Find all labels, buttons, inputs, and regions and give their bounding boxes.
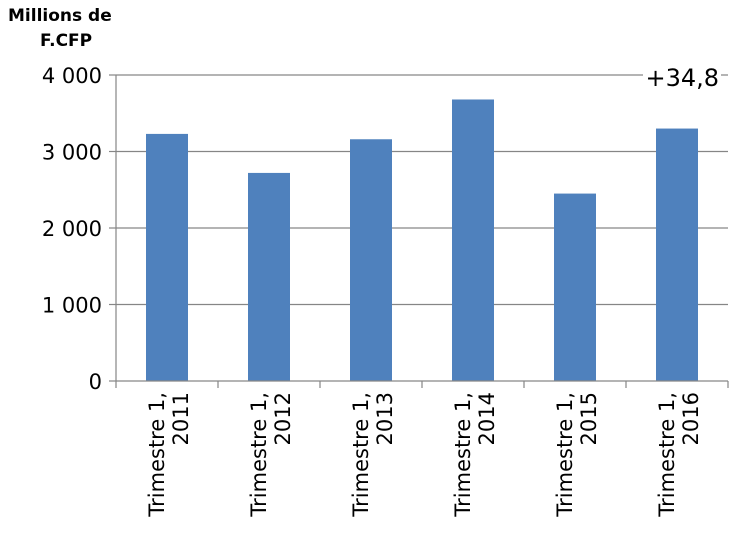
x-tick-label: Trimestre 1,2015 <box>553 392 601 518</box>
axes <box>109 74 729 388</box>
x-tick-label: Trimestre 1,2012 <box>247 392 295 518</box>
svg-text:Trimestre 1,2013: Trimestre 1,2013 <box>349 392 397 518</box>
bar <box>350 139 392 381</box>
y-tick-label: 2 000 <box>42 217 102 241</box>
x-tick-label: Trimestre 1,2014 <box>451 392 499 518</box>
svg-text:Trimestre 1,2012: Trimestre 1,2012 <box>247 392 295 518</box>
svg-text:Trimestre 1,2011: Trimestre 1,2011 <box>145 392 193 518</box>
change-annotation: +34,8 <box>643 64 721 92</box>
x-tick-label: Trimestre 1,2013 <box>349 392 397 518</box>
svg-text:Trimestre 1,2016: Trimestre 1,2016 <box>655 392 703 518</box>
bar <box>452 99 494 381</box>
svg-text:Trimestre 1,2014: Trimestre 1,2014 <box>451 392 499 518</box>
bar-series <box>146 99 698 381</box>
bar <box>248 172 290 381</box>
bar <box>554 193 596 381</box>
y-tick-label: 4 000 <box>42 64 102 88</box>
y-tick-label: 1 000 <box>42 294 102 318</box>
bar <box>146 133 188 381</box>
gridlines <box>116 74 728 306</box>
y-axis-label-line-2: F.CFP <box>40 31 93 51</box>
y-axis-label: Millions de F.CFP <box>8 4 158 54</box>
y-tick-label: 0 <box>89 370 102 394</box>
bar <box>656 128 698 381</box>
y-tick-labels: 0 1 000 2 000 3 000 4 000 <box>42 64 102 394</box>
x-tick-labels: Trimestre 1,2011 Trimestre 1,2012 Trimestr… <box>145 392 703 518</box>
svg-text:Trimestre 1,2015: Trimestre 1,2015 <box>553 392 601 518</box>
y-tick-label: 3 000 <box>42 141 102 165</box>
y-axis-label-line-1: Millions de <box>8 6 112 26</box>
x-tick-label: Trimestre 1,2016 <box>655 392 703 518</box>
x-tick-label: Trimestre 1,2011 <box>145 392 193 518</box>
